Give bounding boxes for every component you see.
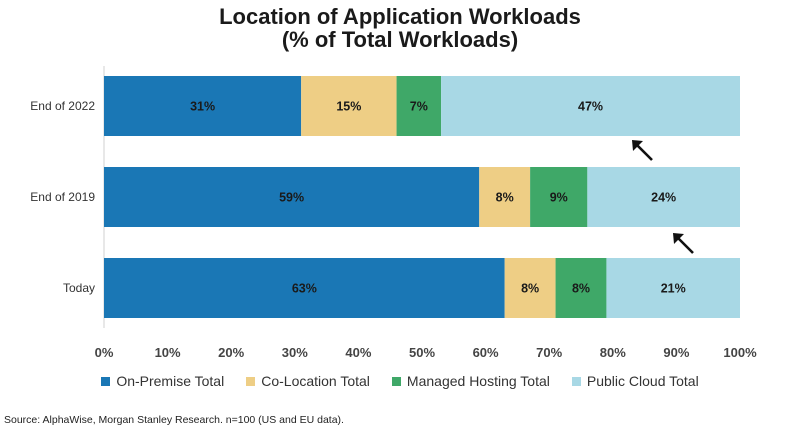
legend-swatch: [391, 376, 401, 386]
legend-label: Public Cloud Total: [586, 373, 699, 389]
x-tick-label: 90%: [663, 345, 689, 360]
x-tick-label: 10%: [155, 345, 181, 360]
category-label: End of 2022: [30, 99, 95, 113]
legend-swatch: [101, 376, 111, 386]
legend-label: Co-Location Total: [261, 373, 370, 389]
arrow-head: [632, 140, 643, 151]
bar-segment: [587, 167, 740, 227]
x-tick-label: 40%: [345, 345, 371, 360]
data-label: 24%: [651, 191, 676, 205]
x-tick-label: 20%: [218, 345, 244, 360]
x-tick-label: 30%: [282, 345, 308, 360]
bar-segment: [479, 167, 531, 227]
bar-segment: [441, 76, 740, 136]
bar-segment: [104, 76, 302, 136]
legend-label: On-Premise Total: [116, 373, 225, 389]
x-tick-label: 70%: [536, 345, 562, 360]
x-tick-label: 0%: [95, 345, 114, 360]
bar-segment: [504, 258, 556, 318]
legend-item: On-Premise Total: [101, 373, 224, 389]
data-label: 8%: [572, 282, 590, 296]
chart-title: Location of Application Workloads: [219, 4, 581, 29]
x-tick-label: 100%: [723, 345, 757, 360]
chart-subtitle: (% of Total Workloads): [281, 27, 519, 52]
data-label: 8%: [496, 191, 514, 205]
bar-segment: [606, 258, 740, 318]
legend-swatch: [246, 376, 256, 386]
source-note: Source: AlphaWise, Morgan Stanley Resear…: [4, 414, 344, 426]
x-tick-label: 60%: [473, 345, 499, 360]
arrow-head: [673, 233, 684, 244]
legend-item: Managed Hosting Total: [391, 373, 550, 389]
data-label: 59%: [279, 191, 304, 205]
data-label: 7%: [410, 100, 428, 114]
category-label: End of 2019: [30, 190, 95, 204]
data-label: 31%: [190, 100, 215, 114]
bar-segment: [104, 258, 505, 318]
data-label: 21%: [661, 282, 686, 296]
bar-segment: [555, 258, 607, 318]
x-tick-label: 80%: [600, 345, 626, 360]
bar-segment: [104, 167, 480, 227]
bar-segment: [530, 167, 588, 227]
bar-segment: [396, 76, 442, 136]
data-label: 9%: [550, 191, 568, 205]
legend-label: Managed Hosting Total: [406, 373, 550, 389]
data-label: 63%: [292, 282, 317, 296]
x-tick-label: 50%: [409, 345, 435, 360]
category-label: Today: [63, 281, 95, 295]
bar-segment: [301, 76, 397, 136]
data-label: 47%: [578, 100, 603, 114]
data-label: 15%: [336, 100, 361, 114]
legend-swatch: [571, 376, 581, 386]
legend: On-Premise Total Co-Location Total Managed…: [0, 373, 800, 389]
legend-item: Public Cloud Total: [571, 373, 699, 389]
data-label: 8%: [521, 282, 539, 296]
legend-item: Co-Location Total: [246, 373, 370, 389]
